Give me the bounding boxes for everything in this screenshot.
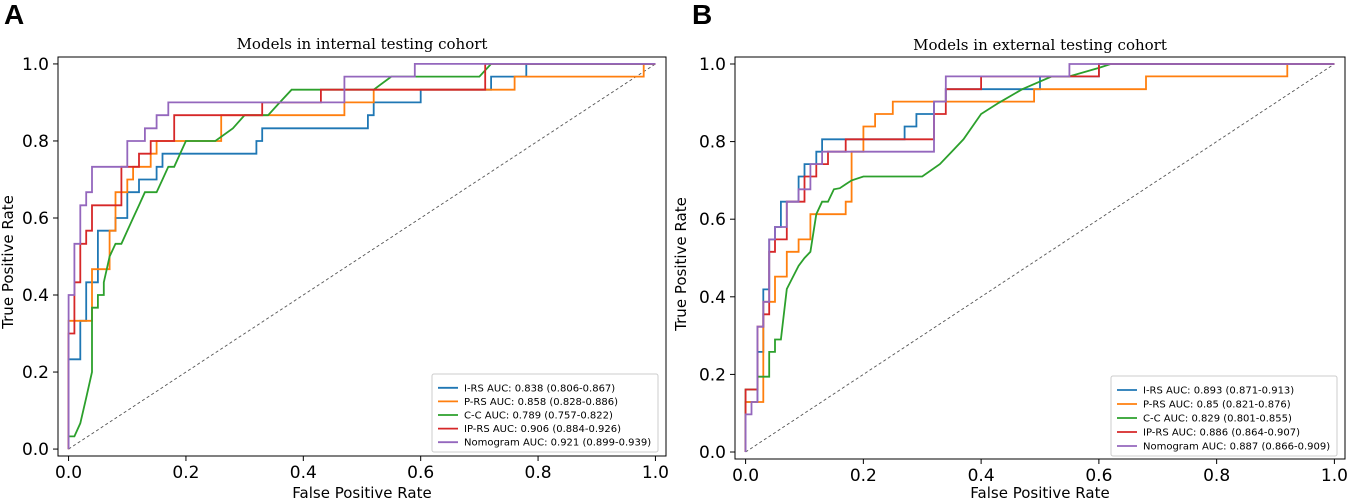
y-tick-label: 1.0: [22, 55, 49, 75]
x-tick-label: 0.0: [55, 463, 82, 483]
x-tick-label: 0.4: [968, 466, 995, 486]
reference-diagonal-line: [745, 63, 1335, 453]
chart-title: Models in external testing cohort: [913, 36, 1167, 54]
roc-line-p-rs: [744, 63, 1335, 452]
y-tick-label: 0.6: [22, 209, 49, 229]
panel-letter: B: [692, 0, 712, 30]
y-tick-label: 1.0: [699, 55, 726, 75]
axes-frame: [57, 56, 667, 457]
roc-line-nomogram: [67, 63, 656, 450]
panel-a-internal: A Models in internal testing cohort Fals…: [0, 0, 669, 502]
x-tick-label: 0.6: [1085, 466, 1112, 486]
roc-line-i-rs: [67, 63, 656, 450]
x-tick-label: 0.2: [172, 463, 199, 483]
y-tick-label: 0.8: [22, 132, 49, 152]
legend-entry: Nomogram AUC: 0.921 (0.899-0.939): [464, 438, 651, 449]
legend-entry: IP-RS AUC: 0.886 (0.864-0.907): [1143, 428, 1300, 439]
x-tick-label: 1.0: [642, 463, 669, 483]
legend-box: [431, 373, 659, 453]
y-tick-label: 0.2: [699, 365, 726, 385]
panel-letter: A: [4, 0, 24, 30]
axes-frame: [734, 56, 1346, 460]
y-tick-label: 0.2: [22, 363, 49, 383]
legend-box: [1110, 375, 1338, 457]
roc-line-c-c: [744, 63, 1335, 452]
roc-line-nomogram: [744, 63, 1335, 452]
x-tick-label: 0.8: [525, 463, 552, 483]
legend-entry: I-RS AUC: 0.838 (0.806-0.867): [464, 383, 615, 394]
y-axis-label: True Positive Rate: [0, 195, 17, 330]
x-axis-label: False Positive Rate: [970, 484, 1109, 502]
legend-entry: P-RS AUC: 0.85 (0.821-0.876): [1143, 400, 1291, 411]
legend-entry: IP-RS AUC: 0.906 (0.884-0.926): [464, 424, 621, 435]
x-tick-label: 0.6: [407, 463, 434, 483]
y-tick-label: 0.0: [699, 443, 726, 463]
legend: I-RS AUC: 0.893 (0.871-0.913) P-RS AUC: 0…: [1110, 375, 1338, 457]
legend: I-RS AUC: 0.838 (0.806-0.867) P-RS AUC: 0…: [431, 373, 659, 453]
x-tick-label: 0.4: [290, 463, 317, 483]
legend-entry: C-C AUC: 0.829 (0.801-0.855): [1143, 414, 1292, 425]
y-tick-label: 0.6: [699, 210, 726, 230]
legend-entry: C-C AUC: 0.789 (0.757-0.822): [464, 411, 613, 422]
y-tick-label: 0.4: [699, 288, 726, 308]
y-tick-label: 0.4: [22, 286, 49, 306]
x-tick-label: 0.2: [850, 466, 877, 486]
x-axis-label: False Positive Rate: [292, 484, 431, 502]
panel-b-external: B Models in external testing cohort Fals…: [672, 0, 1348, 502]
y-tick-label: 0.8: [699, 133, 726, 153]
legend-entry: Nomogram AUC: 0.887 (0.866-0.909): [1143, 442, 1330, 453]
legend-entry: P-RS AUC: 0.858 (0.828-0.886): [464, 397, 618, 408]
x-tick-label: 0.0: [732, 466, 759, 486]
chart-title: Models in internal testing cohort: [237, 35, 488, 53]
x-tick-label: 0.8: [1203, 466, 1230, 486]
legend-entry: I-RS AUC: 0.893 (0.871-0.913): [1143, 386, 1294, 397]
y-tick-label: 0.0: [22, 440, 49, 460]
y-axis-label: True Positive Rate: [672, 197, 690, 332]
x-tick-label: 1.0: [1321, 466, 1348, 486]
reference-diagonal-line: [68, 63, 656, 450]
